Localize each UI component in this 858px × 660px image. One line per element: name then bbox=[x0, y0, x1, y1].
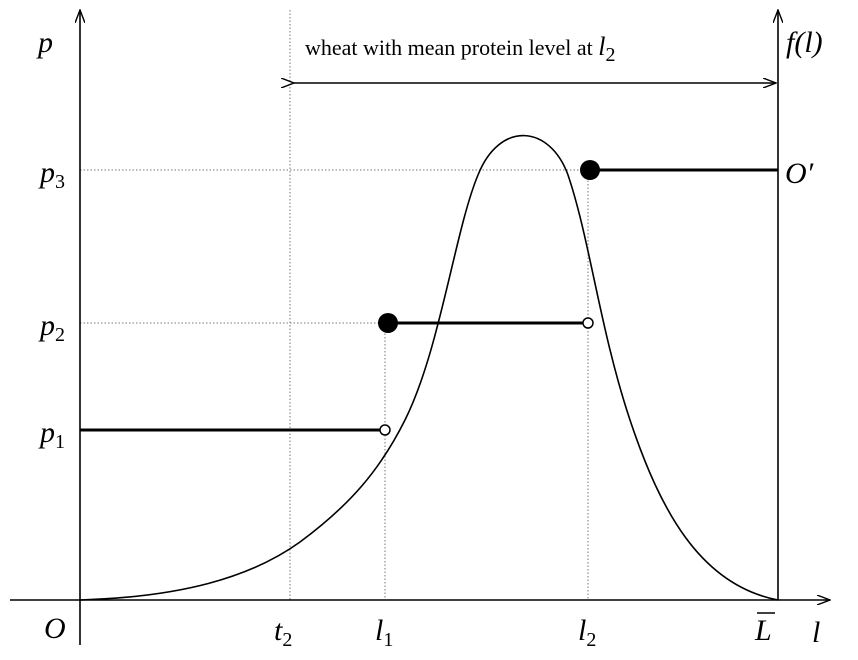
origin-label: O bbox=[44, 612, 66, 645]
f-axis-label: f(l) bbox=[786, 26, 823, 59]
closed-point bbox=[580, 160, 600, 180]
L-bar-label: L bbox=[754, 614, 772, 647]
closed-point bbox=[378, 313, 398, 333]
l1-label: l1 bbox=[375, 614, 393, 651]
l2-label: l2 bbox=[578, 614, 596, 651]
open-point bbox=[582, 317, 594, 329]
p1-label: p1 bbox=[38, 416, 65, 453]
p2-label: p2 bbox=[38, 309, 65, 346]
l-axis-label: l bbox=[812, 616, 820, 649]
origin-prime-label: O′ bbox=[785, 157, 814, 190]
density-curve bbox=[79, 134, 779, 601]
p-axis-label: p bbox=[36, 26, 53, 59]
bracket-label: wheat with mean protein level at l2 bbox=[305, 32, 615, 66]
t2-label: t2 bbox=[274, 614, 292, 651]
open-point bbox=[379, 424, 391, 436]
p3-label: p3 bbox=[38, 156, 65, 193]
